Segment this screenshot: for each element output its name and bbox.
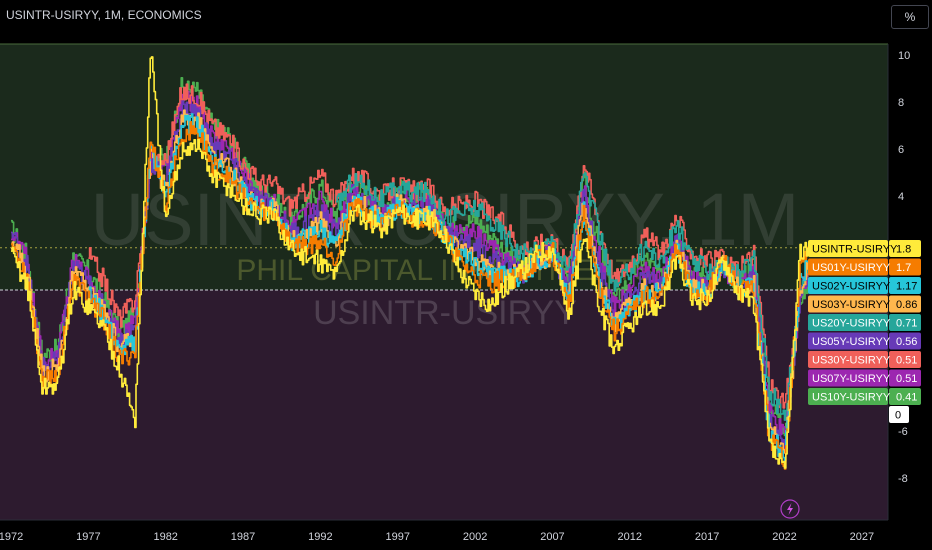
lightning-button[interactable] [780, 499, 800, 519]
y-tick-label: 4 [898, 191, 904, 203]
series-label-name: US02Y-USIRYY [812, 281, 891, 293]
percent-scale-button[interactable]: % [891, 5, 929, 29]
x-tick-label: 1987 [231, 531, 255, 543]
x-axis: 1972 1977 1982 1987 1992 1997 2002 2007 2012 2017… [0, 531, 874, 543]
series-label-value: 1.7 [896, 262, 911, 274]
y-tick-label: -8 [898, 473, 908, 485]
watermark-subtitle: USINTR-USIRYY [313, 294, 577, 332]
x-tick-label: 2022 [772, 531, 796, 543]
zero-line-badge: 0 [889, 406, 909, 423]
series-label-us03y-usiryy[interactable]: US03Y-USIRYY 0.86 [808, 295, 921, 313]
series-label-us20y-usiryy[interactable]: US20Y-USIRYY 0.71 [808, 314, 921, 331]
x-tick-label: 1977 [76, 531, 100, 543]
series-line-us01y-usiryy [11, 121, 809, 470]
series-label-us30y-usiryy[interactable]: US30Y-USIRYY 0.51 [808, 351, 921, 368]
series-label-us07y-usiryy[interactable]: US07Y-USIRYY 0.51 [808, 369, 921, 387]
series-label-value: 0.41 [896, 392, 917, 404]
series-label-name: US05Y-USIRYY [812, 336, 891, 348]
series-label-name: US20Y-USIRYY [812, 318, 891, 330]
y-tick-label: -6 [898, 426, 908, 438]
x-tick-label: 2012 [618, 531, 642, 543]
series-group [11, 56, 809, 470]
y-tick-label: 6 [898, 144, 904, 156]
y-tick-label: 8 [898, 97, 904, 109]
series-label-name: US10Y-USIRYY [812, 392, 891, 404]
series-label-us02y-usiryy[interactable]: US02Y-USIRYY 1.17 [808, 277, 921, 294]
series-label-value: 0.56 [896, 336, 917, 348]
y-axis: 10 8 6 4 -6 -8 [898, 50, 910, 485]
series-label-us10y-usiryy[interactable]: US10Y-USIRYY 0.41 [808, 388, 921, 405]
below-zero-zone [0, 290, 888, 520]
x-tick-label: 2017 [695, 531, 719, 543]
series-label-name: USINTR-USIRYY [812, 244, 898, 256]
series-label-value: 0.71 [896, 318, 917, 330]
series-label-name: US07Y-USIRYY [812, 373, 891, 385]
series-label-value: 0.51 [896, 355, 917, 367]
x-tick-label: 1992 [308, 531, 332, 543]
x-tick-label: 2007 [540, 531, 564, 543]
svg-text:0: 0 [895, 410, 901, 422]
x-tick-label: 1997 [386, 531, 410, 543]
series-label-name: US01Y-USIRYY [812, 262, 891, 274]
x-tick-label: 2002 [463, 531, 487, 543]
chart-title: USINTR-USIRYY, 1M, ECONOMICS [6, 8, 202, 22]
series-line-usintr-usiryy [11, 56, 809, 469]
series-label-name: US03Y-USIRYY [812, 299, 891, 311]
series-label-us01y-usiryy[interactable]: US01Y-USIRYY 1.7 [808, 258, 921, 276]
series-label-value: 1.17 [896, 281, 917, 293]
x-tick-label: 1982 [153, 531, 177, 543]
series-label-value: 0.86 [896, 299, 917, 311]
series-label-value: 1.8 [896, 244, 911, 256]
x-tick-label: 2027 [850, 531, 874, 543]
x-tick-label: 1972 [0, 531, 23, 543]
y-tick-label: 10 [898, 50, 910, 62]
above-zero-zone [0, 44, 888, 290]
series-label-us05y-usiryy[interactable]: US05Y-USIRYY 0.56 [808, 332, 921, 350]
series-label-name: US30Y-USIRYY [812, 355, 891, 367]
series-label-value: 0.51 [896, 373, 917, 385]
lightning-icon [787, 503, 793, 515]
